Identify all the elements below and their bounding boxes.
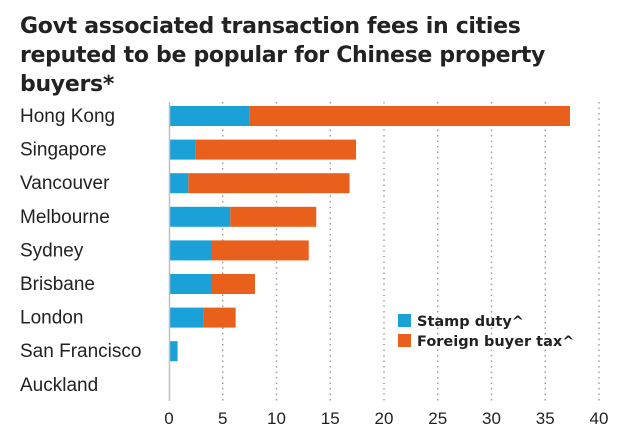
bar-foreign-buyer-tax	[212, 240, 309, 261]
bar-foreign-buyer-tax	[203, 307, 236, 328]
bar-foreign-buyer-tax	[212, 274, 255, 294]
bar-stamp-duty	[169, 106, 250, 126]
x-tick-label: 10	[267, 409, 286, 428]
legend: Stamp duty^ Foreign buyer tax^	[398, 314, 574, 350]
chart-title: Govt associated transaction fees in citi…	[20, 14, 546, 97]
x-tick-label: 5	[218, 409, 227, 428]
category-label: Singapore	[20, 140, 107, 161]
bar-foreign-buyer-tax	[249, 106, 570, 126]
category-label: Sydney	[20, 240, 84, 261]
legend-swatch	[398, 334, 411, 347]
category-label: San Francisco	[20, 341, 141, 362]
category-label: Brisbane	[20, 274, 95, 295]
legend-label: Foreign buyer tax^	[417, 334, 574, 350]
bar-stamp-duty	[169, 139, 196, 160]
bar-foreign-buyer-tax	[195, 139, 357, 160]
bar-stamp-duty	[169, 240, 212, 261]
category-label: Hong Kong	[20, 106, 115, 127]
x-tick-label: 0	[164, 409, 173, 428]
legend-swatch	[398, 314, 411, 327]
category-label: London	[20, 308, 83, 329]
bar-stamp-duty	[169, 206, 231, 227]
category-label: Auckland	[20, 375, 98, 396]
x-tick-label: 15	[321, 409, 340, 428]
x-tick-label: 25	[428, 409, 447, 428]
x-tick-labels: 0 5 10 15 20 25 30 35 40	[164, 409, 608, 428]
bar-stamp-duty	[169, 173, 189, 194]
category-label: Vancouver	[20, 173, 110, 194]
category-label: Melbourne	[20, 207, 110, 228]
x-tick-label: 20	[375, 409, 394, 428]
category-labels: Hong Kong Singapore Vancouver Melbourne Sydn…	[20, 106, 141, 396]
bars	[169, 106, 570, 362]
x-tick-label: 30	[482, 409, 501, 428]
x-tick-label: 35	[536, 409, 555, 428]
bar-stamp-duty	[169, 307, 204, 328]
legend-label: Stamp duty^	[417, 314, 524, 330]
bar-stamp-duty	[169, 341, 178, 362]
bar-foreign-buyer-tax	[188, 173, 350, 194]
x-tick-label: 40	[590, 409, 609, 428]
bar-foreign-buyer-tax	[230, 206, 317, 227]
bar-stamp-duty	[169, 274, 212, 294]
